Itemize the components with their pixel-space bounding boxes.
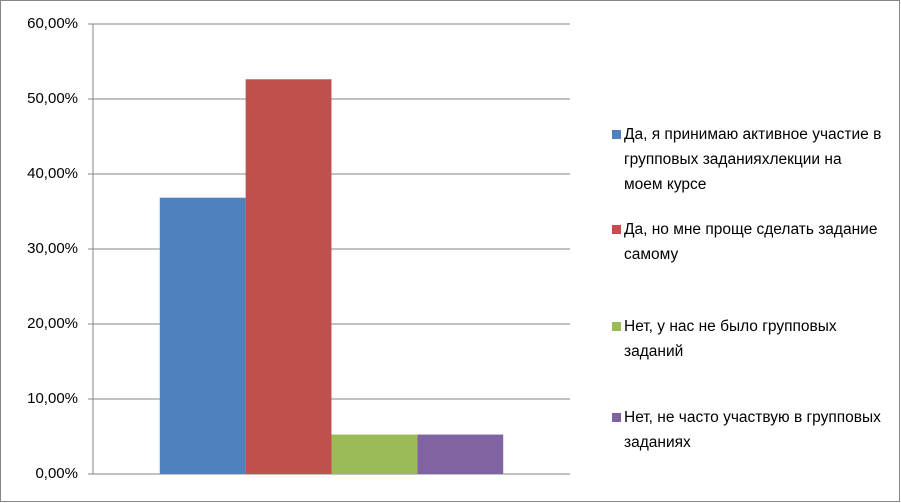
bar (331, 434, 418, 474)
legend-item: Нет, у нас не было групповых заданий (612, 314, 882, 364)
y-tick-label: 10,00% (27, 390, 78, 407)
bar (417, 434, 504, 474)
y-tick-label: 30,00% (27, 240, 78, 257)
legend-label: Нет, не часто участвую в групповых задан… (624, 409, 881, 451)
y-tick-label: 50,00% (27, 90, 78, 107)
y-tick-label: 20,00% (27, 315, 78, 332)
legend-marker (612, 225, 621, 234)
legend-label: Нет, у нас не было групповых заданий (624, 318, 837, 360)
bar (159, 197, 246, 474)
legend-label: Да, но мне проще сделать задание самому (624, 221, 878, 263)
legend-item: Нет, не часто участвую в групповых задан… (612, 405, 882, 455)
legend-marker (612, 130, 621, 139)
y-tick-label: 60,00% (27, 15, 78, 32)
legend-marker (612, 322, 621, 331)
legend-label: Да, я принимаю активное участие в группо… (624, 126, 882, 193)
y-tick-label: 0,00% (35, 465, 78, 482)
legend-item: Да, но мне проще сделать задание самому (612, 217, 882, 267)
legend-marker (612, 413, 621, 422)
legend-item: Да, я принимаю активное участие в группо… (612, 122, 882, 197)
bar (245, 79, 332, 475)
y-tick-label: 40,00% (27, 165, 78, 182)
